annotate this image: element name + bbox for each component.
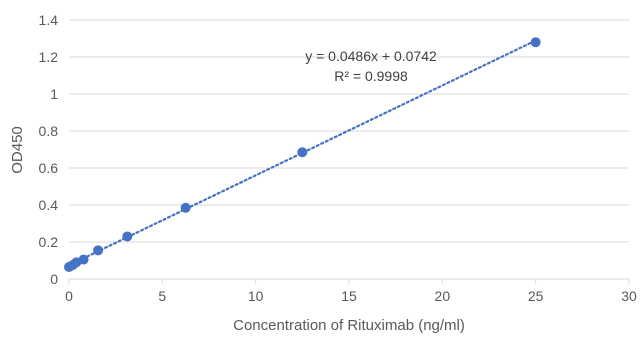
axes (68, 278, 630, 284)
x-tick-label-5: 25 (528, 288, 544, 304)
y-tick-label-7: 1.4 (39, 12, 59, 28)
y-tick-label-2: 0.4 (39, 197, 59, 213)
tick-labels: 0 0.2 0.4 0.6 0.8 1 1.2 1.4 0 5 10 15 20 25 30 (39, 12, 637, 304)
data-point-5 (122, 231, 133, 242)
x-tick-label-6: 30 (621, 288, 637, 304)
y-tick-label-5: 1 (50, 86, 58, 102)
x-tick-label-3: 15 (341, 288, 357, 304)
x-tick-label-1: 5 (158, 288, 166, 304)
x-tick-label-2: 10 (248, 288, 264, 304)
data-point-8 (530, 37, 541, 48)
y-tick-label-0: 0 (50, 271, 58, 287)
data-point-6 (180, 202, 191, 213)
r-squared-value: R² = 0.9998 (334, 68, 408, 84)
y-axis-title: OD450 (9, 126, 26, 174)
x-tick-label-0: 0 (65, 288, 73, 304)
data-point-3 (78, 254, 89, 265)
data-point-4 (93, 245, 104, 256)
data-point-7 (297, 147, 308, 158)
data-points (64, 37, 541, 272)
gridlines (69, 19, 629, 243)
y-tick-label-3: 0.6 (39, 160, 59, 176)
y-tick-label-6: 1.2 (39, 49, 59, 65)
x-axis-title: Concentration of Rituximab (ng/ml) (233, 317, 465, 334)
y-tick-label-4: 0.8 (39, 123, 59, 139)
y-tick-label-1: 0.2 (39, 234, 59, 250)
x-tick-label-4: 20 (435, 288, 451, 304)
trendline-equation: y = 0.0486x + 0.0742 (305, 48, 437, 64)
